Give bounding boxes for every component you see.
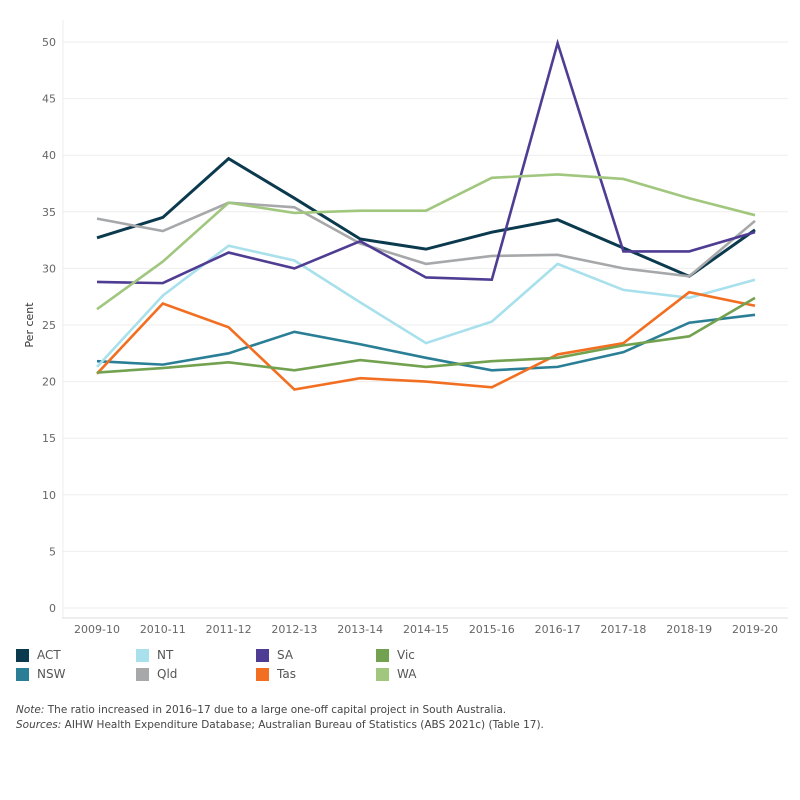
notes: Note: The ratio increased in 2016–17 due… (16, 703, 544, 733)
legend: ACT NT SA Vic NSW Qld Tas WA (16, 648, 556, 681)
legend-label: Tas (277, 667, 296, 681)
x-tick-label: 2015-16 (469, 623, 515, 636)
note-label: Note: (16, 704, 45, 716)
y-tick-label: 30 (42, 262, 56, 275)
series-line-wa[interactable] (96, 173, 756, 311)
legend-swatch (136, 648, 149, 662)
note-text: The ratio increased in 2016–17 due to a … (44, 704, 507, 716)
sources-line: Sources: AIHW Health Expenditure Databas… (16, 718, 544, 733)
x-tick-label: 2011-12 (206, 623, 252, 636)
legend-label: SA (277, 648, 294, 662)
legend-label: ACT (37, 648, 61, 662)
legend-item-act[interactable]: ACT (16, 648, 136, 662)
legend-swatch (256, 648, 269, 662)
legend-item-nsw[interactable]: NSW (16, 667, 136, 681)
legend-item-qld[interactable]: Qld (136, 667, 256, 681)
legend-swatch (256, 667, 269, 681)
series-line-tas[interactable] (96, 290, 756, 391)
y-tick-label: 35 (42, 206, 56, 219)
series-line-vic[interactable] (96, 296, 756, 374)
legend-item-wa[interactable]: WA (376, 667, 496, 681)
legend-label: Qld (157, 667, 178, 681)
x-tick-label: 2013-14 (337, 623, 383, 636)
x-tick-label: 2009-10 (74, 623, 120, 636)
sources-text: AIHW Health Expenditure Database; Austra… (61, 719, 544, 731)
legend-swatch (16, 667, 29, 681)
series-line-sa[interactable] (96, 38, 756, 285)
legend-swatch (16, 648, 29, 662)
legend-item-tas[interactable]: Tas (256, 667, 376, 681)
legend-item-sa[interactable]: SA (256, 648, 376, 662)
legend-swatch (376, 648, 389, 662)
y-tick-label: 0 (49, 602, 56, 615)
y-tick-label: 50 (42, 36, 56, 49)
x-tick-label: 2017-18 (600, 623, 646, 636)
y-tick-label: 40 (42, 149, 56, 162)
legend-swatch (376, 667, 389, 681)
y-tick-label: 45 (42, 93, 56, 106)
y-tick-label: 20 (42, 376, 56, 389)
series-line-act[interactable] (96, 156, 756, 279)
legend-label: WA (397, 667, 417, 681)
x-tick-label: 2010-11 (140, 623, 186, 636)
y-axis-label: Per cent (23, 302, 36, 348)
x-tick-label: 2019-20 (732, 623, 778, 636)
legend-label: Vic (397, 648, 415, 662)
line-chart: 0 5 10 15 20 25 30 35 40 45 50 2009-10 2010-11 2011-… (23, 20, 788, 636)
legend-swatch (136, 667, 149, 681)
y-tick-label: 15 (42, 432, 56, 445)
legend-item-nt[interactable]: NT (136, 648, 256, 662)
series-line-qld[interactable] (96, 201, 756, 278)
y-tick-label: 5 (49, 545, 56, 558)
y-tick-label: 25 (42, 319, 56, 332)
x-tick-label: 2012-13 (271, 623, 317, 636)
x-tick-label: 2014-15 (403, 623, 449, 636)
legend-item-vic[interactable]: Vic (376, 648, 496, 662)
sources-label: Sources: (16, 719, 62, 731)
x-tick-label: 2016-17 (535, 623, 581, 636)
y-tick-label: 10 (42, 489, 56, 502)
legend-label: NT (157, 648, 174, 662)
note-line: Note: The ratio increased in 2016–17 due… (16, 703, 544, 718)
x-tick-label: 2018-19 (666, 623, 712, 636)
legend-label: NSW (37, 667, 66, 681)
